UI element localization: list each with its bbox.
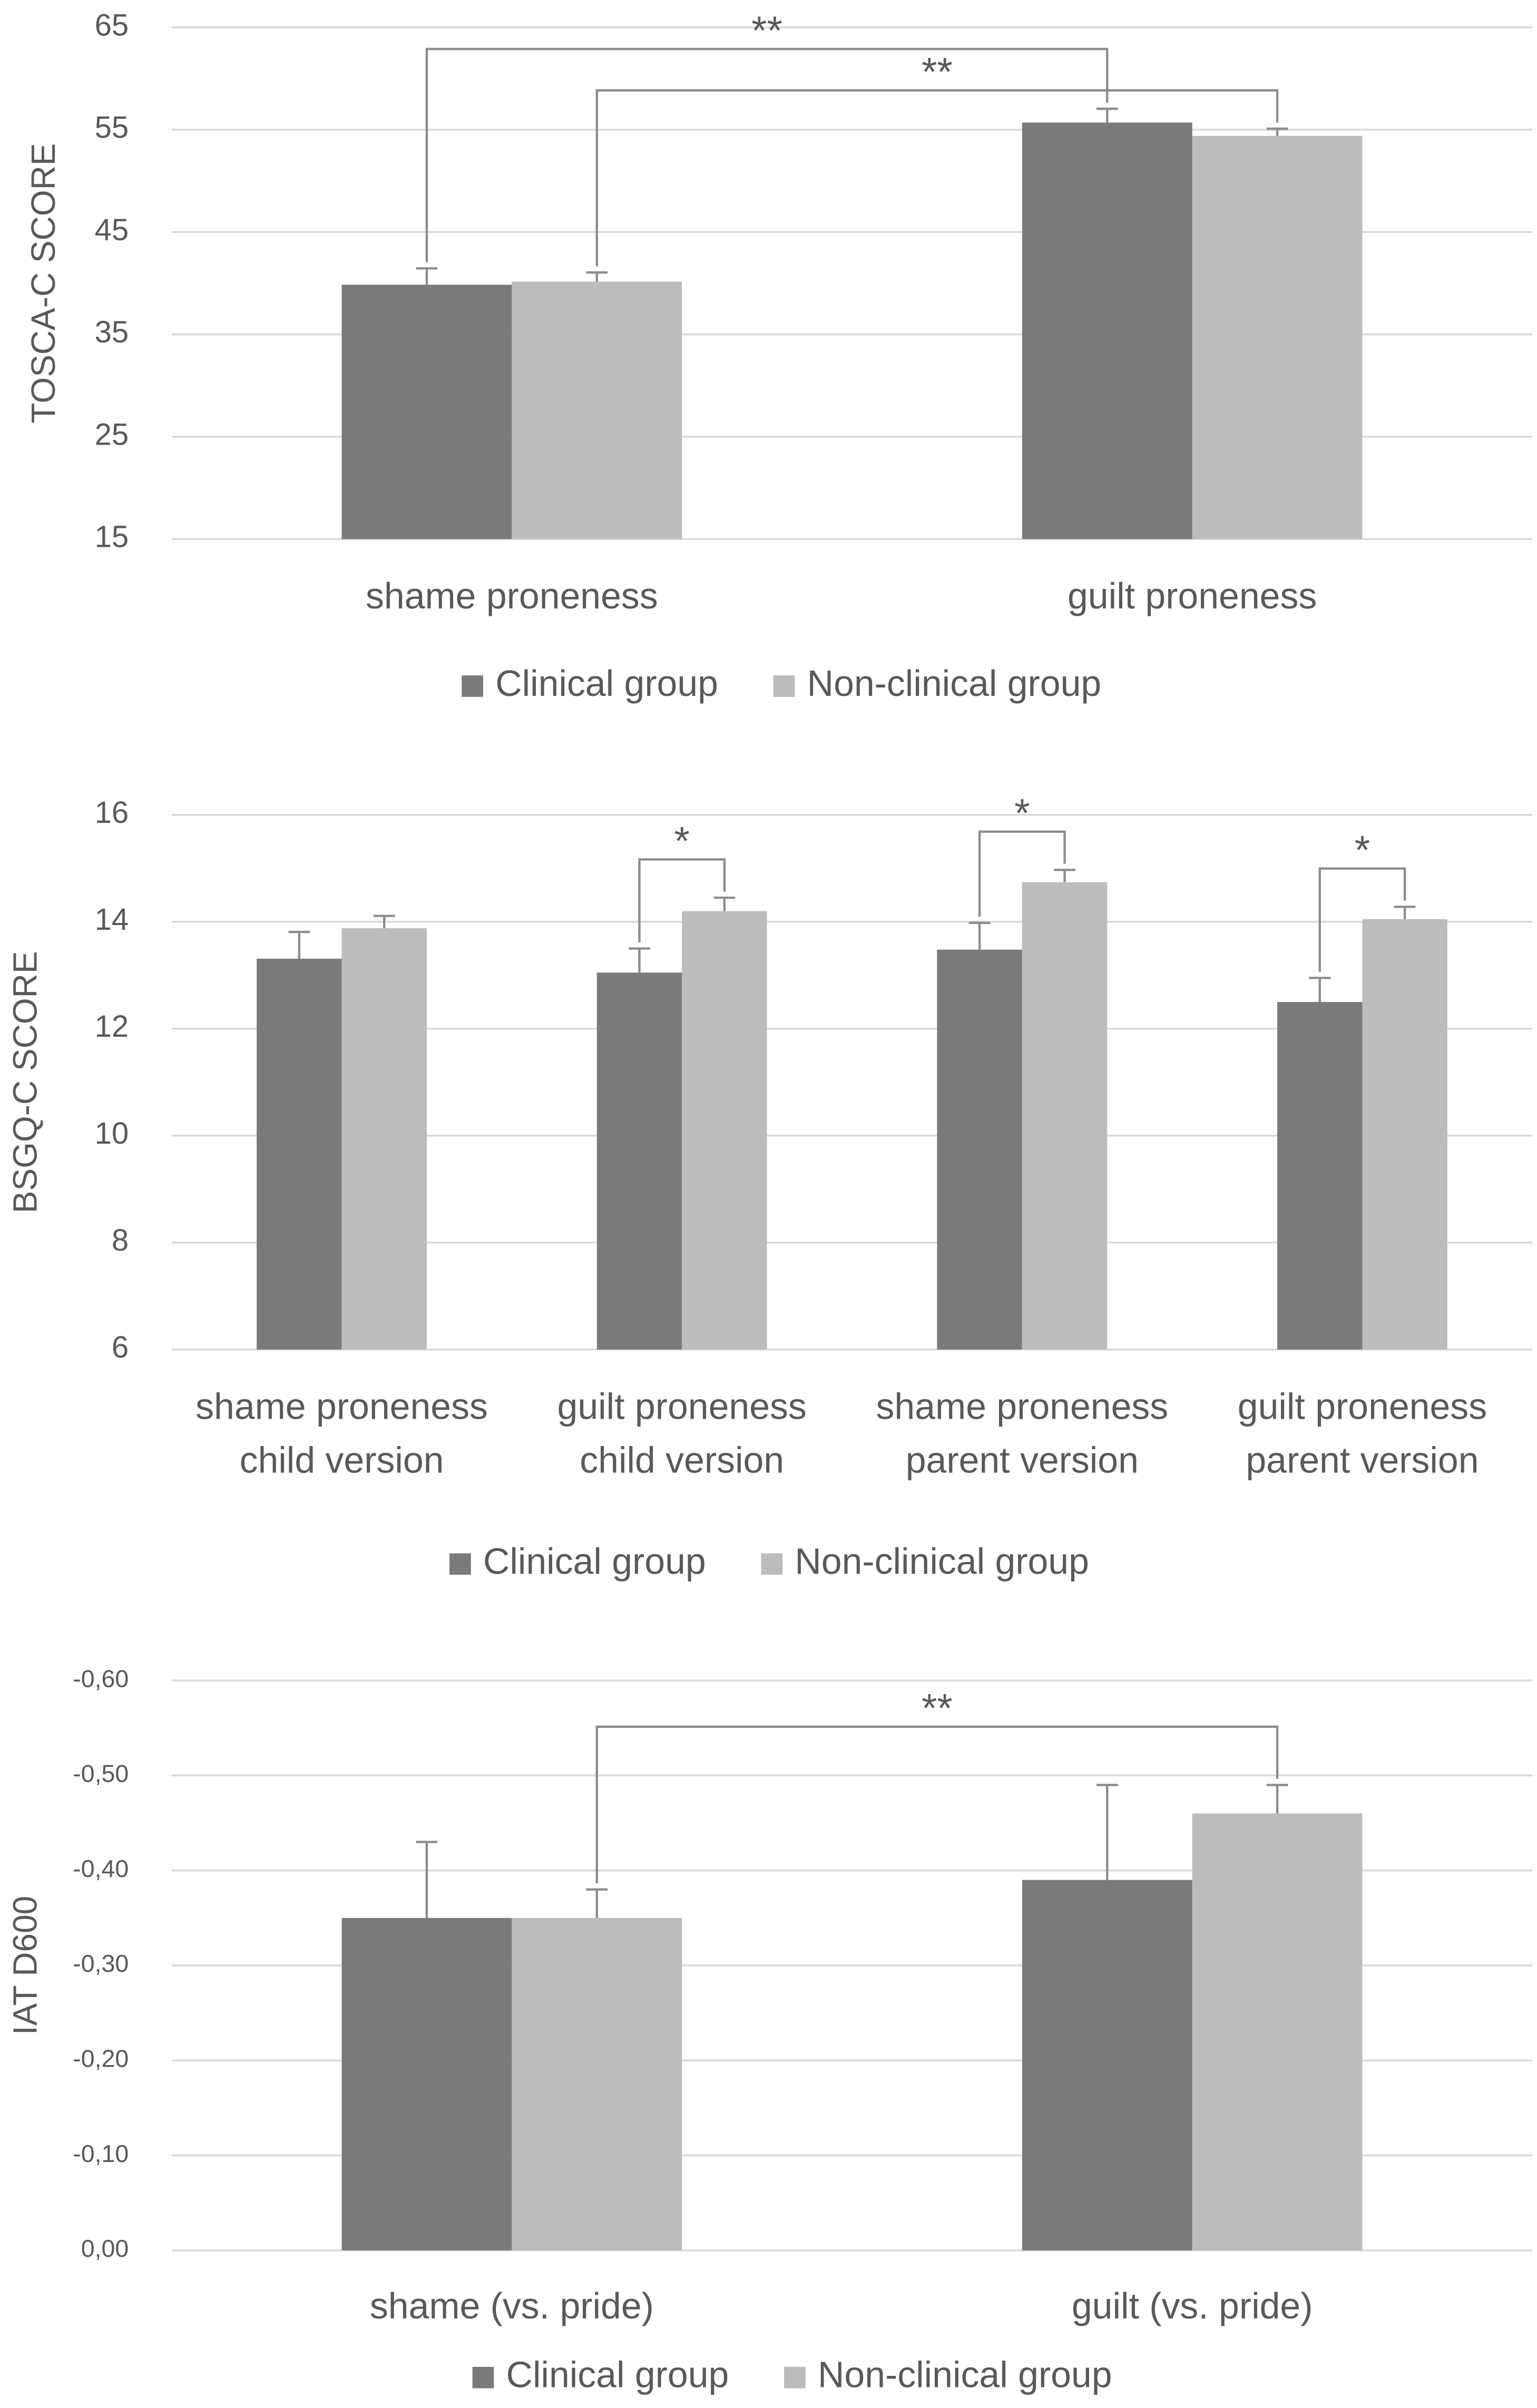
y-tick-label: 16 xyxy=(95,795,129,830)
bar xyxy=(1192,1813,1363,2250)
legend-label: Non-clinical group xyxy=(818,2354,1112,2395)
y-tick-label: -0,10 xyxy=(73,2140,129,2167)
bar xyxy=(1192,135,1363,539)
significance-label: ** xyxy=(922,50,953,94)
error-bar xyxy=(1266,1784,1288,1814)
y-tick-label: 0,00 xyxy=(81,2235,129,2262)
y-tick-label: 14 xyxy=(95,902,129,937)
bar xyxy=(512,1918,682,2250)
bar xyxy=(937,949,1022,1350)
y-tick-label: 15 xyxy=(95,520,129,554)
legend-swatch xyxy=(773,675,795,697)
significance-bracket xyxy=(1318,867,1406,972)
error-bar xyxy=(416,1841,438,1918)
legend-swatch xyxy=(784,2366,806,2389)
significance-bracket xyxy=(595,1725,1279,1884)
error-bar xyxy=(373,915,395,928)
significance-label: * xyxy=(674,819,689,863)
y-axis-title: BSGQ-C SCORE xyxy=(6,951,44,1213)
y-tick-label: 45 xyxy=(95,213,129,247)
bar xyxy=(1362,919,1447,1350)
bar xyxy=(341,1918,512,2250)
legend-swatch xyxy=(449,1553,471,1575)
significance-label: ** xyxy=(751,9,782,53)
x-tick-label: child version xyxy=(240,1439,444,1480)
legend-label: Clinical group xyxy=(495,663,718,704)
y-tick-label: -0,30 xyxy=(73,1950,129,1977)
error-bar xyxy=(586,1888,608,1918)
error-bar xyxy=(629,947,650,973)
y-tick-label: 8 xyxy=(112,1223,129,1257)
error-bar xyxy=(416,267,438,285)
y-axis-title: TOSCA-C SCORE xyxy=(24,143,62,424)
x-tick-label: shame proneness xyxy=(195,1386,488,1427)
legend-swatch xyxy=(472,2366,494,2389)
error-bar xyxy=(586,271,608,282)
x-tick-label: child version xyxy=(580,1439,784,1480)
bar xyxy=(512,281,682,539)
bar xyxy=(682,911,767,1350)
y-tick-label: 65 xyxy=(95,8,129,42)
x-tick-label: guilt proneness xyxy=(1068,575,1317,616)
y-tick-label: -0,40 xyxy=(73,1855,129,1882)
error-bar xyxy=(1309,977,1331,1002)
bar xyxy=(1277,1002,1363,1350)
significance-bracket xyxy=(978,830,1066,917)
legend-swatch xyxy=(761,1553,783,1575)
y-tick-label: 35 xyxy=(95,315,129,349)
bar xyxy=(341,284,512,539)
significance-bracket xyxy=(638,858,726,942)
bar xyxy=(596,972,682,1350)
legend-label: Non-clinical group xyxy=(795,1540,1089,1581)
x-tick-label: parent version xyxy=(906,1439,1139,1480)
error-bar xyxy=(1096,107,1118,123)
bar xyxy=(1022,882,1108,1350)
legend-label: Non-clinical group xyxy=(807,663,1102,704)
legend-swatch xyxy=(462,675,483,697)
bar xyxy=(1022,1880,1192,2250)
x-tick-label: shame proneness xyxy=(876,1386,1168,1427)
x-tick-label: guilt (vs. pride) xyxy=(1072,2285,1313,2326)
x-tick-label: shame proneness xyxy=(366,575,658,616)
error-bar xyxy=(713,896,736,911)
bar xyxy=(1022,122,1192,539)
bar xyxy=(341,928,427,1350)
error-bar xyxy=(1054,869,1075,882)
significance-label: ** xyxy=(922,1687,953,1731)
legend-label: Clinical group xyxy=(483,1540,706,1581)
y-tick-label: 10 xyxy=(95,1116,129,1151)
x-tick-label: guilt proneness xyxy=(1238,1386,1487,1427)
significance-label: * xyxy=(1355,829,1370,873)
y-tick-label: 55 xyxy=(95,111,129,145)
significance-label: * xyxy=(1014,792,1030,836)
x-tick-label: parent version xyxy=(1246,1439,1479,1480)
legend-label: Clinical group xyxy=(506,2354,729,2395)
bar xyxy=(257,958,342,1350)
x-tick-label: guilt proneness xyxy=(557,1386,807,1427)
y-tick-label: 12 xyxy=(95,1009,129,1044)
error-bar xyxy=(1096,1784,1118,1880)
x-tick-label: shame (vs. pride) xyxy=(370,2285,654,2326)
error-bar xyxy=(968,921,991,950)
error-bar xyxy=(288,930,310,959)
significance-bracket xyxy=(425,47,1109,262)
y-tick-label: -0,60 xyxy=(73,1665,129,1692)
y-tick-label: 6 xyxy=(112,1330,129,1364)
error-bar xyxy=(1266,127,1288,136)
y-axis-title: IAT D600 xyxy=(6,1896,44,2035)
significance-bracket xyxy=(595,89,1279,267)
y-tick-label: -0,20 xyxy=(73,2045,129,2072)
error-bar xyxy=(1394,906,1416,919)
y-tick-label: 25 xyxy=(95,417,129,451)
y-tick-label: -0,50 xyxy=(73,1760,129,1787)
